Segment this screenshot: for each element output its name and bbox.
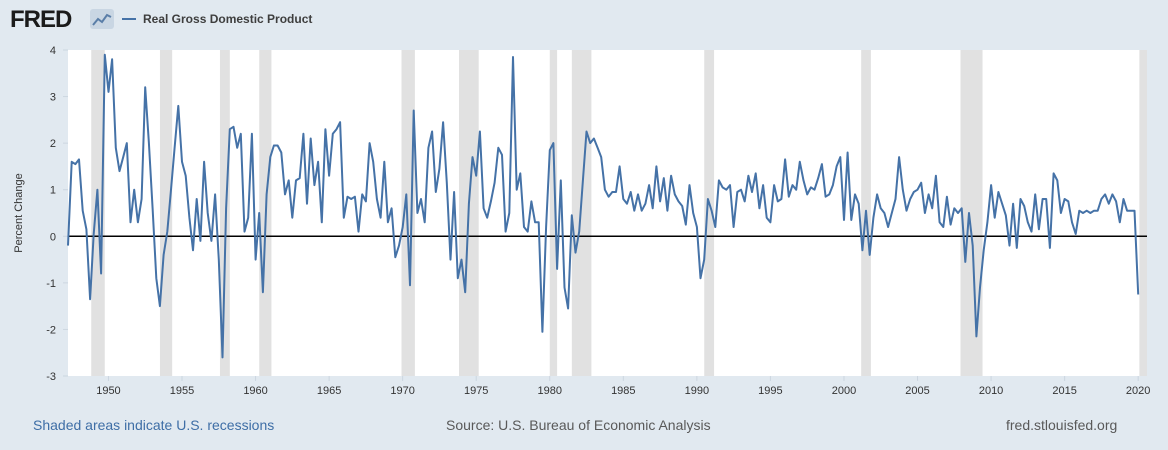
legend: Real Gross Domestic Product (122, 12, 312, 26)
source-note: Source: U.S. Bureau of Economic Analysis (446, 417, 711, 433)
fred-logo[interactable]: FRED (10, 6, 72, 33)
plot-area (68, 50, 1147, 376)
chart-trend-icon (90, 9, 114, 29)
x-tick-label: 1980 (538, 385, 562, 397)
line-chart[interactable]: -3 -2 -1 0 1 2 3 4 1950 1955 1960 1965 1970 1975 1980 1… (0, 0, 1168, 410)
x-tick-label: 1955 (170, 385, 194, 397)
x-tick-label: 1995 (758, 385, 782, 397)
y-tick-label: 1 (50, 185, 56, 197)
recession-band (960, 50, 983, 376)
y-tick-label: 3 (50, 92, 56, 104)
recession-band (159, 50, 173, 376)
x-tick-label: 2020 (1126, 385, 1150, 397)
recession-band (571, 50, 592, 376)
y-tick-label: -1 (46, 278, 56, 290)
legend-swatch (122, 18, 136, 20)
x-tick-label: 1950 (96, 385, 120, 397)
recession-band (401, 50, 415, 376)
y-tick-label: 2 (50, 138, 56, 150)
recession-band (1139, 50, 1147, 376)
site-link[interactable]: fred.stlouisfed.org (1006, 417, 1118, 433)
y-tick-label: -3 (46, 371, 56, 383)
y-axis-label: Percent Change (13, 173, 25, 253)
y-tick-label: 4 (50, 45, 56, 57)
x-tick-label: 2010 (979, 385, 1003, 397)
x-tick-label: 2000 (832, 385, 856, 397)
recession-note[interactable]: Shaded areas indicate U.S. recessions (33, 417, 275, 433)
series-line (67, 53, 1140, 359)
x-tick-label: 1975 (464, 385, 488, 397)
x-tick-label: 2005 (905, 385, 929, 397)
y-tick-label: -2 (46, 324, 56, 336)
recession-band (704, 50, 715, 376)
x-tick-label: 1960 (243, 385, 267, 397)
x-tick-label: 1985 (611, 385, 635, 397)
legend-series-name[interactable]: Real Gross Domestic Product (143, 12, 313, 26)
recession-band (219, 50, 230, 376)
recession-band (549, 50, 558, 376)
y-tick-label: 0 (50, 231, 56, 243)
x-tick-label: 2015 (1052, 385, 1076, 397)
x-tick-label: 1965 (317, 385, 341, 397)
x-tick-label: 1990 (685, 385, 709, 397)
x-tick-label: 1970 (390, 385, 414, 397)
